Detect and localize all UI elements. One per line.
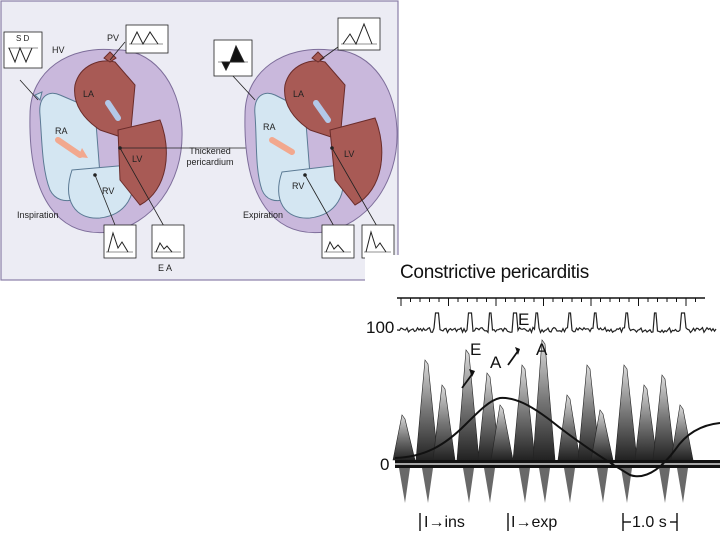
label-pericardium-2: pericardium — [186, 157, 234, 167]
hv-leader-expiration — [231, 74, 256, 101]
negative-spike — [399, 468, 410, 503]
label-a2: A — [536, 340, 548, 359]
hepatic-vein-inspiration — [34, 91, 43, 101]
label-hv: HV — [52, 45, 65, 55]
negative-spike — [659, 468, 670, 503]
label-ins: I→ins — [424, 514, 465, 531]
doppler-trace-svg — [365, 255, 720, 540]
left-ventricle-inspiration — [117, 119, 167, 206]
label-lv-expiration: LV — [344, 149, 355, 159]
label-e2: E — [518, 310, 530, 329]
heart-diagram-svg — [0, 0, 399, 281]
pulmonary-vein-inspiration — [103, 51, 117, 63]
hv-leader — [19, 79, 39, 101]
negative-spike — [621, 468, 632, 503]
label-inspiration: Inspiration — [17, 210, 59, 220]
doppler-box-hv-inspiration — [3, 31, 43, 69]
label-rv-inspiration: RV — [102, 186, 115, 196]
rv-leader-expiration — [304, 174, 336, 229]
doppler-spikes — [392, 339, 694, 461]
pv-leader — [109, 41, 126, 61]
negative-spike — [539, 468, 550, 503]
arrow-ins — [461, 372, 474, 389]
lv-marker-expiration — [330, 146, 334, 150]
flow-arrow-ra-expiration — [269, 137, 295, 155]
rv-marker-expiration — [303, 173, 307, 177]
label-exp: I→exp — [511, 514, 558, 531]
label-la-inspiration: LA — [83, 89, 95, 99]
expiration-heart — [231, 41, 398, 234]
label-e1: E — [470, 340, 482, 359]
flow-arrow-la-inspiration — [105, 100, 121, 121]
negative-spike — [564, 468, 575, 503]
inspiration-heart — [19, 41, 260, 234]
lv-leader-inspiration — [119, 147, 166, 229]
tick-100: 100 — [366, 318, 395, 337]
trace-title: Constrictive pericarditis — [400, 262, 589, 283]
arrow-ins-head — [469, 369, 475, 377]
rv-marker-inspiration — [93, 173, 97, 177]
doppler-box-lv-inspiration — [151, 224, 185, 259]
arrow-exp — [507, 350, 519, 366]
doppler-box-lv-expiration — [361, 224, 395, 259]
label-scale: 1.0 s — [632, 514, 667, 531]
negative-spike — [677, 468, 688, 503]
left-ventricle-expiration — [329, 117, 383, 206]
lv-leader-expiration — [331, 147, 379, 229]
heart-diagram-panel: S D HV PV LA RA LV RV Inspiration E A Th… — [0, 0, 400, 281]
arrow-exp-head — [515, 347, 520, 355]
negative-spike — [519, 468, 530, 503]
rv-leader-inspiration — [94, 174, 116, 226]
doppler-negative-spikes — [399, 468, 688, 503]
ecg-trace — [397, 312, 717, 335]
negative-spike — [422, 468, 433, 503]
doppler-trace-panel — [365, 255, 720, 540]
time-ruler-ticks — [400, 298, 696, 306]
label-lv-inspiration: LV — [132, 154, 143, 164]
label-sd: S D — [16, 34, 30, 43]
respiratory-curve — [394, 396, 720, 478]
label-a1: A — [490, 353, 502, 372]
negative-spike — [484, 468, 495, 503]
lv-marker-inspiration — [118, 146, 122, 150]
label-ea: E A — [158, 263, 173, 273]
doppler-box-hv-expiration — [213, 39, 253, 77]
negative-spike — [597, 468, 608, 503]
label-pericardium-1: Thickened — [189, 146, 231, 156]
label-rv-expiration: RV — [292, 181, 305, 191]
label-expiration: Expiration — [243, 210, 284, 220]
doppler-box-pv-expiration — [337, 17, 381, 51]
label-la-expiration: LA — [293, 89, 305, 99]
flow-arrow-head-ra-inspiration — [78, 148, 88, 158]
flow-arrow-la-expiration — [313, 100, 331, 123]
label-pv: PV — [107, 33, 120, 43]
label-ra-inspiration: RA — [55, 126, 68, 136]
doppler-box-rv-expiration — [321, 224, 355, 259]
flow-arrow-ra-inspiration — [55, 137, 83, 158]
doppler-box-pv-inspiration — [125, 24, 169, 54]
negative-spike — [463, 468, 474, 503]
tick-0: 0 — [380, 455, 390, 474]
doppler-box-rv-inspiration — [103, 224, 137, 259]
label-ra-expiration: RA — [263, 122, 276, 132]
